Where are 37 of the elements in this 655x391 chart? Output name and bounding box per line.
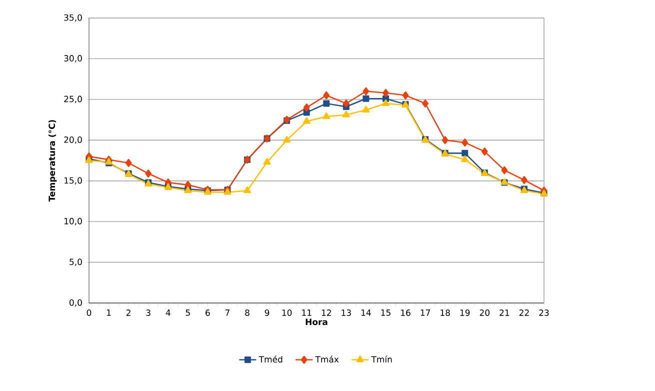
y-axis-title: Temperatura (°C)	[48, 120, 57, 202]
x-tick-label: 15	[381, 310, 390, 316]
x-tick-label: 10	[282, 310, 292, 316]
x-tick-label: 3	[146, 310, 150, 316]
legend-label: Tméd	[258, 356, 282, 363]
x-tick-label: 6	[206, 310, 210, 316]
x-tick-label: 17	[420, 310, 430, 316]
x-tick-label: 9	[264, 310, 270, 316]
x-tick-label: 13	[342, 310, 351, 316]
y-tick-label: 25,0	[64, 96, 82, 104]
x-tick-label: 1	[107, 310, 111, 316]
x-tick-label: 12	[322, 310, 331, 316]
x-tick-label: 23	[539, 310, 549, 316]
x-tick-label: 14	[361, 310, 371, 316]
x-tick-label: 18	[440, 310, 450, 316]
x-tick-label: 20	[480, 310, 490, 316]
y-tick-label: 0,0	[70, 299, 82, 307]
x-tick-label: 4	[166, 310, 170, 316]
x-axis-title: Hora	[306, 318, 328, 326]
y-tick-label: 5,0	[70, 258, 82, 266]
y-tick-label: 10,0	[64, 218, 82, 226]
y-tick-label: 15,0	[64, 177, 82, 184]
x-tick-label: 5	[186, 310, 190, 316]
x-tick-label: 7	[225, 310, 230, 316]
x-tick-label: 22	[519, 310, 529, 316]
y-tick-label: 35,0	[64, 14, 82, 22]
x-tick-label: 8	[245, 310, 250, 316]
x-tick-label: 19	[460, 310, 470, 316]
x-tick-label: 0	[86, 310, 92, 316]
x-tick-label: 21	[500, 310, 510, 316]
x-tick-label: 2	[126, 310, 130, 316]
x-tick-label: 16	[401, 310, 410, 316]
legend-label: Tmáx	[315, 356, 339, 363]
y-tick-label: 20,0	[64, 136, 82, 144]
x-tick-label: 11	[302, 310, 312, 316]
legend-label: Tmín	[371, 356, 392, 362]
y-tick-label: 30,0	[64, 55, 82, 62]
